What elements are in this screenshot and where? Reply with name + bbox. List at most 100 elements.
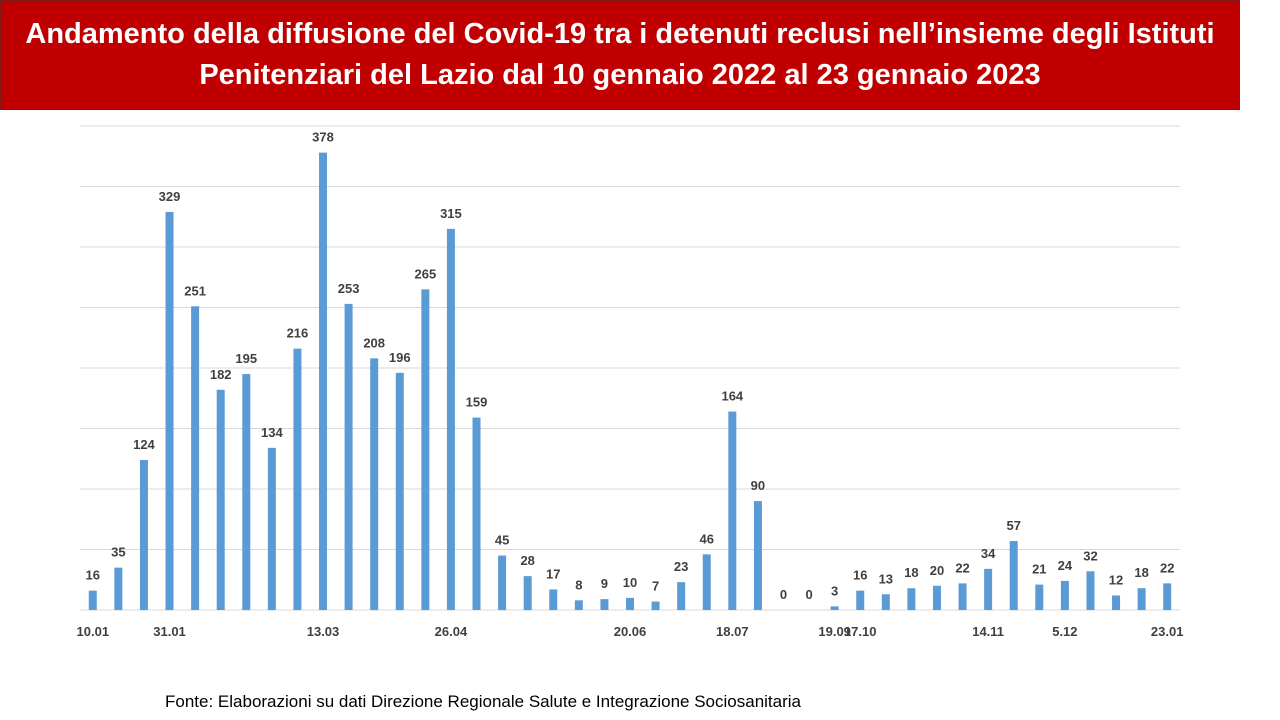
bar bbox=[984, 568, 993, 610]
bar bbox=[830, 606, 839, 610]
bar bbox=[856, 590, 865, 610]
bar bbox=[1163, 583, 1172, 610]
x-tick-label: 5.12 bbox=[1052, 624, 1077, 639]
bar bbox=[907, 588, 916, 610]
x-tick-label: 23.01 bbox=[1151, 624, 1184, 639]
x-tick-label: 17.10 bbox=[844, 624, 877, 639]
bar bbox=[753, 501, 762, 610]
title-banner: Andamento della diffusione del Covid-19 … bbox=[0, 0, 1240, 110]
data-label: 18 bbox=[1134, 565, 1148, 580]
x-tick-label: 31.01 bbox=[153, 624, 186, 639]
data-label: 216 bbox=[287, 326, 309, 341]
bar bbox=[88, 590, 97, 610]
bar bbox=[344, 303, 353, 610]
bar bbox=[267, 447, 276, 610]
data-label: 0 bbox=[780, 587, 787, 602]
data-label: 57 bbox=[1006, 518, 1020, 533]
bar bbox=[165, 211, 174, 610]
bar bbox=[446, 228, 455, 610]
x-tick-label: 19.09 bbox=[818, 624, 851, 639]
bar bbox=[395, 372, 404, 610]
bar bbox=[114, 567, 123, 610]
x-tick-label: 10.01 bbox=[77, 624, 110, 639]
bar bbox=[1137, 588, 1146, 610]
data-label: 8 bbox=[575, 577, 582, 592]
bar bbox=[549, 589, 558, 610]
data-label: 45 bbox=[495, 533, 509, 548]
bar bbox=[370, 358, 379, 610]
data-label: 32 bbox=[1083, 548, 1097, 563]
data-label: 21 bbox=[1032, 562, 1046, 577]
x-tick-label: 20.06 bbox=[614, 624, 647, 639]
data-label: 251 bbox=[184, 283, 206, 298]
bar bbox=[1112, 595, 1121, 610]
x-tick-label: 26.04 bbox=[435, 624, 468, 639]
data-label: 34 bbox=[981, 546, 996, 561]
data-label: 265 bbox=[414, 266, 436, 281]
data-label: 3 bbox=[831, 583, 838, 598]
gridlines bbox=[80, 125, 1180, 611]
bar bbox=[191, 306, 200, 610]
data-label: 196 bbox=[389, 350, 411, 365]
data-label: 16 bbox=[853, 568, 867, 583]
x-tick-label: 18.07 bbox=[716, 624, 749, 639]
bar bbox=[651, 601, 660, 610]
bar bbox=[677, 582, 686, 610]
bar bbox=[574, 600, 583, 610]
bar bbox=[523, 576, 532, 610]
chart-title: Andamento della diffusione del Covid-19 … bbox=[25, 18, 1215, 91]
data-label: 253 bbox=[338, 281, 360, 296]
data-label: 378 bbox=[312, 130, 334, 145]
source-note: Fonte: Elaborazioni su dati Direzione Re… bbox=[165, 692, 801, 711]
bar bbox=[881, 594, 890, 610]
bar bbox=[702, 554, 711, 610]
data-label: 13 bbox=[879, 571, 893, 586]
data-label: 195 bbox=[235, 351, 257, 366]
data-label: 164 bbox=[721, 389, 743, 404]
bar bbox=[421, 289, 430, 610]
bar bbox=[600, 599, 609, 610]
x-tick-label: 13.03 bbox=[307, 624, 340, 639]
bar bbox=[319, 152, 328, 610]
data-label: 124 bbox=[133, 437, 155, 452]
data-label: 24 bbox=[1058, 558, 1073, 573]
bar bbox=[472, 417, 481, 610]
data-label: 182 bbox=[210, 367, 232, 382]
x-tick-label: 14.11 bbox=[972, 624, 1004, 639]
x-axis-tick-labels: 10.01 31.01 13.03 26.04 20.06 18.07 19.0917.10… bbox=[77, 624, 1184, 639]
bar bbox=[1035, 584, 1044, 610]
data-label: 20 bbox=[930, 563, 944, 578]
data-label: 134 bbox=[261, 425, 283, 440]
bar bbox=[1009, 541, 1018, 610]
data-label: 0 bbox=[805, 587, 812, 602]
data-label: 18 bbox=[904, 565, 918, 580]
data-label: 16 bbox=[86, 568, 100, 583]
data-label: 35 bbox=[111, 545, 125, 560]
data-label: 208 bbox=[363, 335, 385, 350]
bar bbox=[932, 585, 941, 610]
data-label: 159 bbox=[466, 395, 488, 410]
bar bbox=[242, 374, 251, 610]
data-label: 17 bbox=[546, 566, 560, 581]
bar bbox=[293, 348, 302, 610]
data-label: 9 bbox=[601, 576, 608, 591]
bar bbox=[626, 597, 634, 610]
data-labels: 1635124329251182195134216378253208196265… bbox=[86, 130, 1175, 602]
data-label: 90 bbox=[751, 478, 765, 493]
data-label: 10 bbox=[623, 575, 637, 590]
bar bbox=[139, 459, 148, 610]
data-label: 315 bbox=[440, 206, 462, 221]
data-label: 23 bbox=[674, 559, 688, 574]
data-label: 28 bbox=[520, 553, 534, 568]
data-label: 329 bbox=[159, 189, 181, 204]
data-label: 7 bbox=[652, 579, 659, 594]
bar bbox=[728, 411, 737, 610]
data-label: 22 bbox=[955, 560, 969, 575]
bar bbox=[958, 583, 967, 610]
data-label: 22 bbox=[1160, 560, 1174, 575]
bar bbox=[1060, 580, 1069, 610]
bar bbox=[216, 389, 225, 610]
bar bbox=[498, 555, 507, 610]
bars bbox=[88, 152, 1172, 610]
